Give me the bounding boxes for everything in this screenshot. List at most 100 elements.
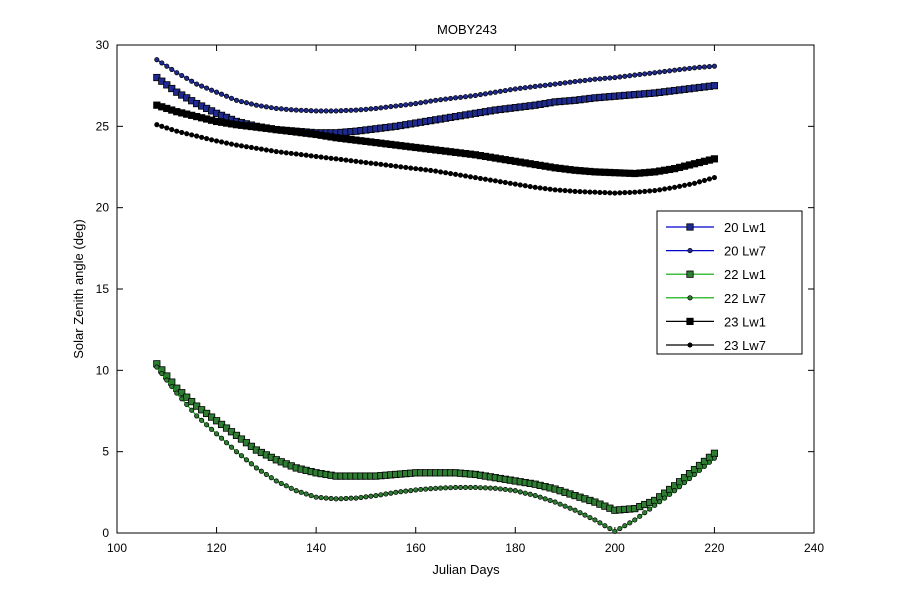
data-point-circle xyxy=(512,181,518,187)
data-point-circle xyxy=(617,74,623,80)
data-point-circle xyxy=(542,496,548,502)
data-point-square xyxy=(710,449,719,457)
data-point-circle xyxy=(383,491,389,497)
data-point-circle xyxy=(348,107,354,113)
data-point-circle xyxy=(696,179,703,185)
data-point-circle xyxy=(647,506,653,512)
data-point-circle xyxy=(228,95,235,101)
data-point-circle xyxy=(647,70,653,76)
data-point-square xyxy=(212,417,221,425)
data-point-circle xyxy=(423,486,429,492)
data-point-circle xyxy=(557,80,563,86)
legend-entry: 20 Lw7 xyxy=(666,244,766,259)
data-point-circle xyxy=(308,108,314,114)
data-point-square xyxy=(710,155,719,163)
data-point-circle xyxy=(398,489,404,495)
data-point-circle xyxy=(443,170,449,176)
data-point-circle xyxy=(223,440,230,446)
data-point-circle xyxy=(403,102,409,108)
y-tick-label: 15 xyxy=(96,282,110,296)
data-point-circle xyxy=(677,183,683,189)
data-point-circle xyxy=(368,160,374,166)
series-20-lw7 xyxy=(154,57,717,114)
data-point-circle xyxy=(462,484,469,491)
data-point-square xyxy=(686,317,694,326)
data-point-circle xyxy=(577,510,583,516)
data-point-circle xyxy=(452,95,459,101)
data-point-circle xyxy=(243,144,250,150)
data-point-circle xyxy=(333,108,339,114)
data-point-circle xyxy=(333,496,339,502)
data-point-circle xyxy=(164,377,170,383)
data-point-circle xyxy=(303,491,309,497)
data-point-circle xyxy=(323,495,329,501)
data-point-circle xyxy=(308,153,314,159)
data-point-circle xyxy=(184,75,190,81)
data-point-circle xyxy=(194,133,200,139)
legend-box xyxy=(656,210,803,355)
data-point-circle xyxy=(582,512,588,518)
data-point-circle xyxy=(487,485,493,491)
legend-entry: 22 Lw7 xyxy=(666,291,766,306)
series-23-lw7 xyxy=(154,122,717,196)
data-point-circle xyxy=(662,186,668,192)
data-point-circle xyxy=(477,175,483,181)
data-point-circle xyxy=(323,155,329,161)
data-point-circle xyxy=(557,187,563,193)
legend-label: 23 Lw7 xyxy=(724,338,766,353)
data-point-circle xyxy=(452,484,459,491)
data-point-circle xyxy=(577,78,583,84)
data-point-circle xyxy=(701,177,708,183)
data-point-circle xyxy=(209,426,215,432)
data-point-circle xyxy=(343,107,349,114)
data-point-circle xyxy=(497,486,503,492)
data-point-circle xyxy=(253,465,259,471)
data-point-circle xyxy=(303,152,309,158)
data-point-circle xyxy=(696,64,703,70)
data-point-circle xyxy=(199,417,205,423)
data-point-circle xyxy=(248,101,254,107)
data-point-circle xyxy=(383,162,389,168)
data-point-circle xyxy=(567,505,573,511)
data-point-circle xyxy=(448,485,454,491)
data-point-circle xyxy=(218,91,225,97)
data-point-circle xyxy=(343,157,349,163)
data-point-circle xyxy=(223,93,230,99)
legend-label: 20 Lw7 xyxy=(724,244,766,259)
chart-title: MOBY243 xyxy=(437,22,497,37)
data-point-square xyxy=(207,413,216,421)
data-point-circle xyxy=(408,101,414,107)
data-point-circle xyxy=(313,108,319,114)
data-point-circle xyxy=(632,189,638,195)
data-point-circle xyxy=(507,180,513,186)
data-point-circle xyxy=(527,84,533,90)
data-point-circle xyxy=(597,76,603,82)
data-point-circle xyxy=(238,143,245,149)
data-point-circle xyxy=(348,158,354,164)
data-point-circle xyxy=(527,183,533,190)
data-point-circle xyxy=(597,189,603,195)
y-tick-label: 0 xyxy=(102,526,109,540)
data-point-circle xyxy=(179,72,185,79)
data-point-circle xyxy=(159,123,165,129)
data-point-circle xyxy=(443,485,449,491)
data-point-circle xyxy=(233,97,240,103)
data-point-circle xyxy=(363,106,369,112)
data-point-circle xyxy=(438,485,444,491)
data-point-circle xyxy=(209,87,215,93)
legend: 20 Lw1 20 Lw7 22 Lw1 22 Lw7 23 Lw1 23 Lw7 xyxy=(656,210,803,355)
data-point-circle xyxy=(497,88,503,94)
data-point-circle xyxy=(428,167,434,174)
data-point-circle xyxy=(706,63,713,70)
data-point-circle xyxy=(418,166,424,172)
data-point-circle xyxy=(701,463,708,469)
data-point-square xyxy=(168,84,176,93)
data-point-circle xyxy=(657,69,663,75)
data-point-square xyxy=(232,431,241,440)
data-point-circle xyxy=(418,486,424,493)
data-point-circle xyxy=(373,493,379,499)
data-point-circle xyxy=(263,471,269,478)
data-point-circle xyxy=(194,413,200,419)
data-point-circle xyxy=(238,453,245,459)
